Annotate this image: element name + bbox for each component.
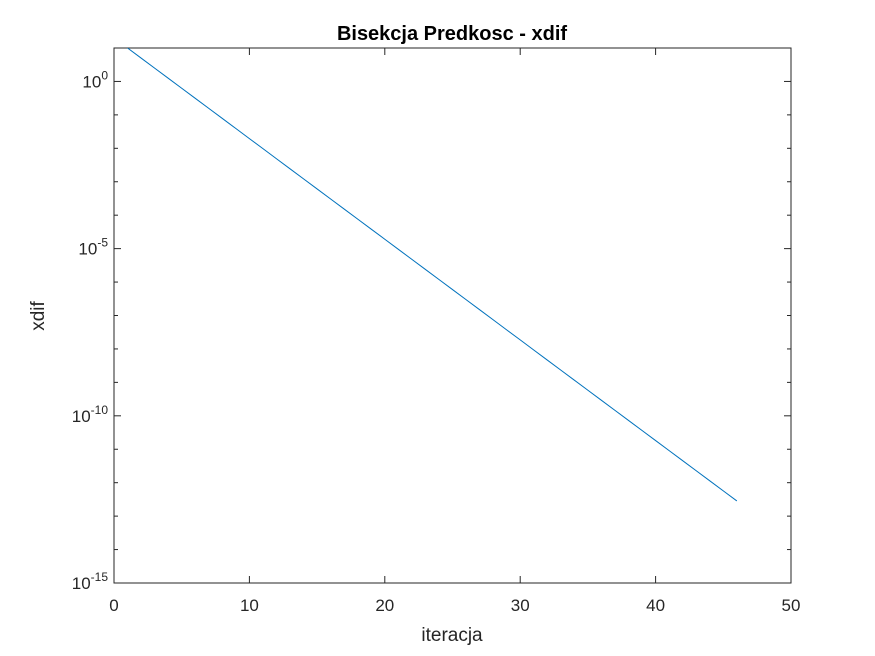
plot-area: [113, 47, 792, 584]
x-tick-label: 20: [375, 596, 394, 615]
x-tick-label: 30: [511, 596, 530, 615]
y-axis-label: xdif: [28, 301, 49, 331]
x-tick-label: 10: [240, 596, 259, 615]
y-tick-label: 10-5: [78, 236, 108, 259]
y-tick-label: 10-15: [72, 570, 109, 593]
y-tick-label: 100: [82, 68, 108, 91]
x-tick-label: 50: [782, 596, 801, 615]
y-tick-label: 10-10: [72, 403, 109, 426]
x-tick-label: 40: [646, 596, 665, 615]
series-group: [127, 48, 738, 502]
x-tick-labels: 0 10 20 30 40 50: [109, 596, 800, 615]
x-axis-label: iteracja: [421, 625, 483, 646]
axis-ticks: [113, 48, 792, 584]
series-line: [127, 48, 738, 502]
chart-title: Bisekcja Predkosc - xdif: [337, 23, 567, 45]
x-tick-label: 0: [109, 596, 118, 615]
y-tick-labels: 10-15 10-10 10-5 100: [72, 68, 109, 593]
